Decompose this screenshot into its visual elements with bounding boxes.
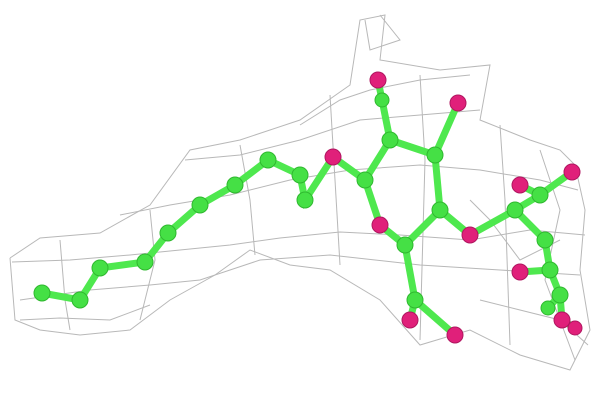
electron-density-mesh (9, 14, 591, 371)
atoms (33, 71, 583, 344)
